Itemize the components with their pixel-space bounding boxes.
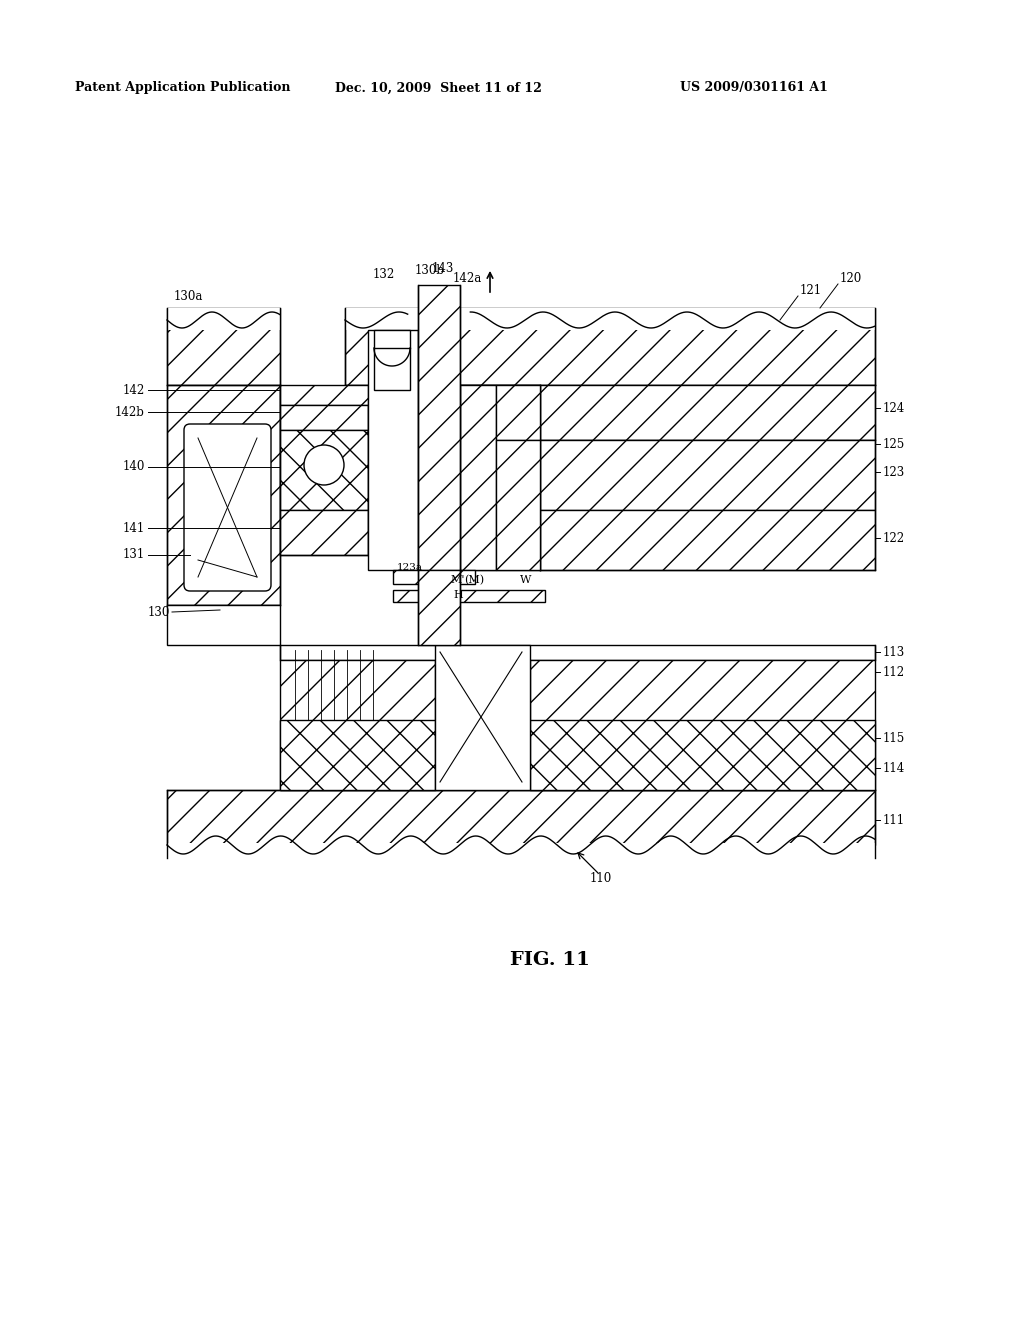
Text: Patent Application Publication: Patent Application Publication	[75, 82, 291, 95]
Circle shape	[304, 445, 344, 484]
Bar	[496, 440, 540, 570]
Text: 142a: 142a	[453, 272, 482, 285]
Text: 124: 124	[883, 401, 905, 414]
Bar	[393, 570, 475, 583]
Text: FIG. 11: FIG. 11	[510, 950, 590, 969]
Text: M': M'	[450, 576, 465, 585]
Bar	[280, 660, 435, 789]
Text: 132: 132	[373, 268, 395, 281]
Bar	[167, 605, 280, 645]
Bar	[530, 660, 874, 789]
Bar	[280, 405, 368, 430]
Bar	[530, 719, 874, 789]
Text: 121: 121	[800, 284, 822, 297]
Text: 131: 131	[123, 549, 145, 561]
Bar	[280, 385, 540, 405]
Text: US 2009/0301161 A1: US 2009/0301161 A1	[680, 82, 827, 95]
Bar	[167, 308, 280, 385]
Bar	[540, 385, 874, 440]
Bar	[345, 308, 874, 330]
Bar	[496, 385, 540, 440]
Text: W: W	[520, 576, 531, 585]
Text: Dec. 10, 2009  Sheet 11 of 12: Dec. 10, 2009 Sheet 11 of 12	[335, 82, 542, 95]
Text: 130a: 130a	[174, 289, 204, 302]
Text: 114: 114	[883, 762, 905, 775]
Bar	[280, 430, 368, 510]
Text: 110: 110	[590, 871, 612, 884]
Bar	[167, 385, 280, 605]
Bar	[540, 510, 874, 570]
Bar	[167, 789, 874, 845]
Text: 113: 113	[883, 645, 905, 659]
Text: (M): (M)	[464, 574, 484, 585]
Text: 122: 122	[883, 532, 905, 544]
Text: 142: 142	[123, 384, 145, 396]
Text: 123a: 123a	[397, 562, 423, 572]
Bar	[368, 330, 418, 570]
Text: 111: 111	[883, 813, 905, 826]
Text: 123: 123	[883, 466, 905, 479]
Bar	[460, 385, 496, 570]
Text: 112: 112	[883, 665, 905, 678]
FancyBboxPatch shape	[184, 424, 271, 591]
Bar	[418, 285, 460, 570]
Bar	[374, 330, 410, 389]
Bar	[540, 440, 874, 510]
Bar	[418, 570, 460, 645]
Bar	[280, 645, 874, 660]
Text: 141: 141	[123, 521, 145, 535]
Bar	[435, 645, 530, 789]
Bar	[280, 719, 435, 789]
Bar	[167, 843, 874, 855]
Text: 125: 125	[883, 437, 905, 450]
Text: 130: 130	[148, 606, 170, 619]
Text: 115: 115	[883, 731, 905, 744]
Text: 130b: 130b	[415, 264, 445, 276]
Text: H: H	[453, 590, 463, 601]
Bar	[280, 510, 368, 554]
Text: 120: 120	[840, 272, 862, 285]
Text: 142b: 142b	[115, 405, 145, 418]
Bar	[393, 590, 545, 602]
Bar	[167, 308, 280, 330]
Bar	[345, 308, 874, 385]
Text: 143: 143	[432, 261, 455, 275]
Text: 140: 140	[123, 461, 145, 474]
